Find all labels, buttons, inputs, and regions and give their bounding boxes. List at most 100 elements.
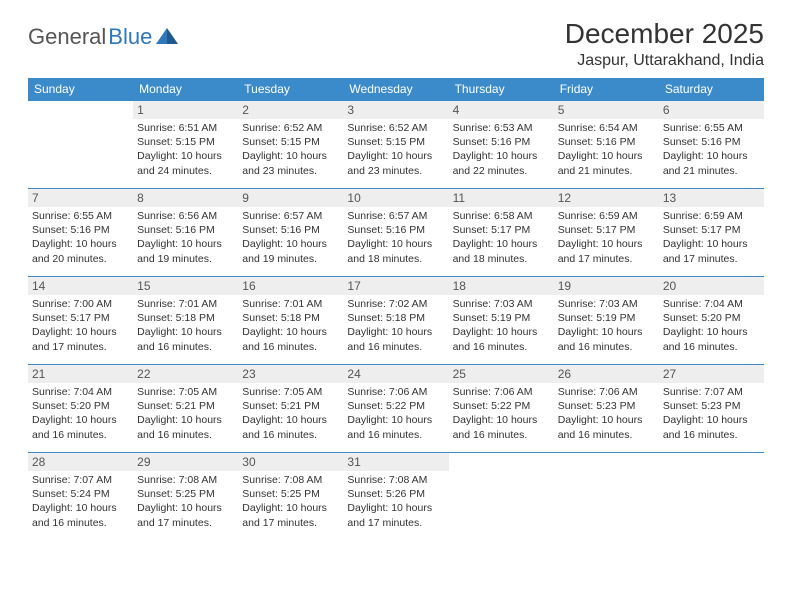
- sunset-value: 5:17 PM: [596, 224, 635, 236]
- sunrise-line: Sunrise: 7:08 AM: [347, 473, 444, 487]
- daylight-label: Daylight:: [32, 502, 73, 514]
- sunset-value: 5:18 PM: [386, 312, 425, 324]
- sunset-value: 5:16 PM: [71, 224, 110, 236]
- sunset-line: Sunset: 5:25 PM: [137, 487, 234, 501]
- sunrise-value: 7:05 AM: [284, 386, 323, 398]
- sunrise-label: Sunrise:: [453, 386, 492, 398]
- daylight-line: Daylight: 10 hours and 16 minutes.: [137, 325, 234, 353]
- logo-mark-icon: [156, 26, 178, 49]
- sunrise-line: Sunrise: 7:05 AM: [137, 385, 234, 399]
- daylight-label: Daylight:: [347, 326, 388, 338]
- sunrise-label: Sunrise:: [242, 298, 281, 310]
- daylight-line: Daylight: 10 hours and 18 minutes.: [347, 237, 444, 265]
- day-number: 11: [449, 189, 554, 207]
- sunrise-line: Sunrise: 6:58 AM: [453, 209, 550, 223]
- sunrise-label: Sunrise:: [137, 474, 176, 486]
- dow-monday: Monday: [133, 78, 238, 101]
- sunrise-label: Sunrise:: [137, 386, 176, 398]
- day-info: Sunrise: 6:57 AMSunset: 5:16 PMDaylight:…: [347, 209, 444, 266]
- calendar-day-cell: 6Sunrise: 6:55 AMSunset: 5:16 PMDaylight…: [659, 101, 764, 189]
- sunset-line: Sunset: 5:23 PM: [663, 399, 760, 413]
- sunrise-label: Sunrise:: [663, 298, 702, 310]
- sunset-line: Sunset: 5:20 PM: [32, 399, 129, 413]
- sunrise-label: Sunrise:: [347, 386, 386, 398]
- calendar-body: 1Sunrise: 6:51 AMSunset: 5:15 PMDaylight…: [28, 101, 764, 541]
- sunrise-label: Sunrise:: [663, 210, 702, 222]
- day-info: Sunrise: 7:06 AMSunset: 5:22 PMDaylight:…: [347, 385, 444, 442]
- sunrise-label: Sunrise:: [32, 298, 71, 310]
- calendar-day-cell: 15Sunrise: 7:01 AMSunset: 5:18 PMDayligh…: [133, 277, 238, 365]
- calendar-day-cell: 22Sunrise: 7:05 AMSunset: 5:21 PMDayligh…: [133, 365, 238, 453]
- sunrise-label: Sunrise:: [663, 386, 702, 398]
- calendar-day-cell: 4Sunrise: 6:53 AMSunset: 5:16 PMDaylight…: [449, 101, 554, 189]
- day-info: Sunrise: 7:02 AMSunset: 5:18 PMDaylight:…: [347, 297, 444, 354]
- calendar-day-cell: 19Sunrise: 7:03 AMSunset: 5:19 PMDayligh…: [554, 277, 659, 365]
- daylight-label: Daylight:: [32, 238, 73, 250]
- sunset-value: 5:22 PM: [491, 400, 530, 412]
- calendar-day-cell: [28, 101, 133, 189]
- sunset-value: 5:17 PM: [701, 224, 740, 236]
- calendar-day-cell: 20Sunrise: 7:04 AMSunset: 5:20 PMDayligh…: [659, 277, 764, 365]
- sunset-label: Sunset:: [453, 312, 489, 324]
- sunset-line: Sunset: 5:18 PM: [242, 311, 339, 325]
- calendar-week-row: 28 Sunrise: 7:07 AMSunset: 5:24 PMDayligh…: [28, 453, 764, 541]
- sunrise-line: Sunrise: 7:07 AM: [663, 385, 760, 399]
- sunrise-value: 7:03 AM: [494, 298, 533, 310]
- day-info: Sunrise: 7:06 AMSunset: 5:23 PMDaylight:…: [558, 385, 655, 442]
- day-number: 13: [659, 189, 764, 207]
- calendar-day-cell: [449, 453, 554, 541]
- sunset-value: 5:16 PM: [176, 224, 215, 236]
- sunset-value: 5:15 PM: [281, 136, 320, 148]
- daylight-line: Daylight: 10 hours and 16 minutes.: [453, 325, 550, 353]
- sunset-value: 5:18 PM: [281, 312, 320, 324]
- sunset-value: 5:23 PM: [596, 400, 635, 412]
- daylight-line: Daylight: 10 hours and 19 minutes.: [137, 237, 234, 265]
- day-info: Sunrise: 7:07 AMSunset: 5:23 PMDaylight:…: [663, 385, 760, 442]
- daylight-line: Daylight: 10 hours and 16 minutes.: [242, 413, 339, 441]
- sunrise-value: 6:53 AM: [494, 122, 533, 134]
- day-info: Sunrise: 6:51 AMSunset: 5:15 PMDaylight:…: [137, 121, 234, 178]
- sunset-value: 5:25 PM: [176, 488, 215, 500]
- sunrise-label: Sunrise:: [242, 210, 281, 222]
- day-number: 10: [343, 189, 448, 207]
- sunset-value: 5:21 PM: [176, 400, 215, 412]
- sunrise-label: Sunrise:: [453, 122, 492, 134]
- sunrise-line: Sunrise: 6:55 AM: [663, 121, 760, 135]
- sunset-line: Sunset: 5:16 PM: [32, 223, 129, 237]
- day-number: 21: [28, 365, 133, 383]
- day-info: Sunrise: 7:04 AMSunset: 5:20 PMDaylight:…: [32, 385, 129, 442]
- sunrise-value: 6:56 AM: [179, 210, 218, 222]
- sunset-line: Sunset: 5:18 PM: [137, 311, 234, 325]
- sunrise-line: Sunrise: 7:03 AM: [453, 297, 550, 311]
- day-info: Sunrise: 6:57 AMSunset: 5:16 PMDaylight:…: [242, 209, 339, 266]
- daylight-line: Daylight: 10 hours and 16 minutes.: [32, 413, 129, 441]
- daylight-line: Daylight: 10 hours and 24 minutes.: [137, 149, 234, 177]
- sunset-label: Sunset:: [242, 400, 278, 412]
- sunrise-label: Sunrise:: [137, 210, 176, 222]
- sunrise-line: Sunrise: 6:51 AM: [137, 121, 234, 135]
- sunrise-value: 6:52 AM: [284, 122, 323, 134]
- sunrise-value: 6:52 AM: [389, 122, 428, 134]
- day-number: 5: [554, 101, 659, 119]
- daylight-line: Daylight: 10 hours and 16 minutes.: [242, 325, 339, 353]
- calendar-day-cell: 25Sunrise: 7:06 AMSunset: 5:22 PMDayligh…: [449, 365, 554, 453]
- sunset-line: Sunset: 5:23 PM: [558, 399, 655, 413]
- sunrise-label: Sunrise:: [242, 386, 281, 398]
- sunset-line: Sunset: 5:21 PM: [137, 399, 234, 413]
- sunset-label: Sunset:: [347, 312, 383, 324]
- day-info: Sunrise: 7:07 AMSunset: 5:24 PMDaylight:…: [32, 473, 129, 530]
- sunrise-line: Sunrise: 7:04 AM: [32, 385, 129, 399]
- day-number: 28: [28, 453, 133, 471]
- day-number: 4: [449, 101, 554, 119]
- sunset-label: Sunset:: [453, 136, 489, 148]
- day-info: Sunrise: 7:06 AMSunset: 5:22 PMDaylight:…: [453, 385, 550, 442]
- daylight-label: Daylight:: [137, 414, 178, 426]
- sunrise-value: 7:06 AM: [494, 386, 533, 398]
- day-number: 6: [659, 101, 764, 119]
- sunrise-line: Sunrise: 7:08 AM: [137, 473, 234, 487]
- daylight-label: Daylight:: [663, 326, 704, 338]
- sunrise-line: Sunrise: 6:57 AM: [347, 209, 444, 223]
- sunrise-value: 6:58 AM: [494, 210, 533, 222]
- calendar-day-cell: 31Sunrise: 7:08 AMSunset: 5:26 PMDayligh…: [343, 453, 448, 541]
- sunset-value: 5:19 PM: [491, 312, 530, 324]
